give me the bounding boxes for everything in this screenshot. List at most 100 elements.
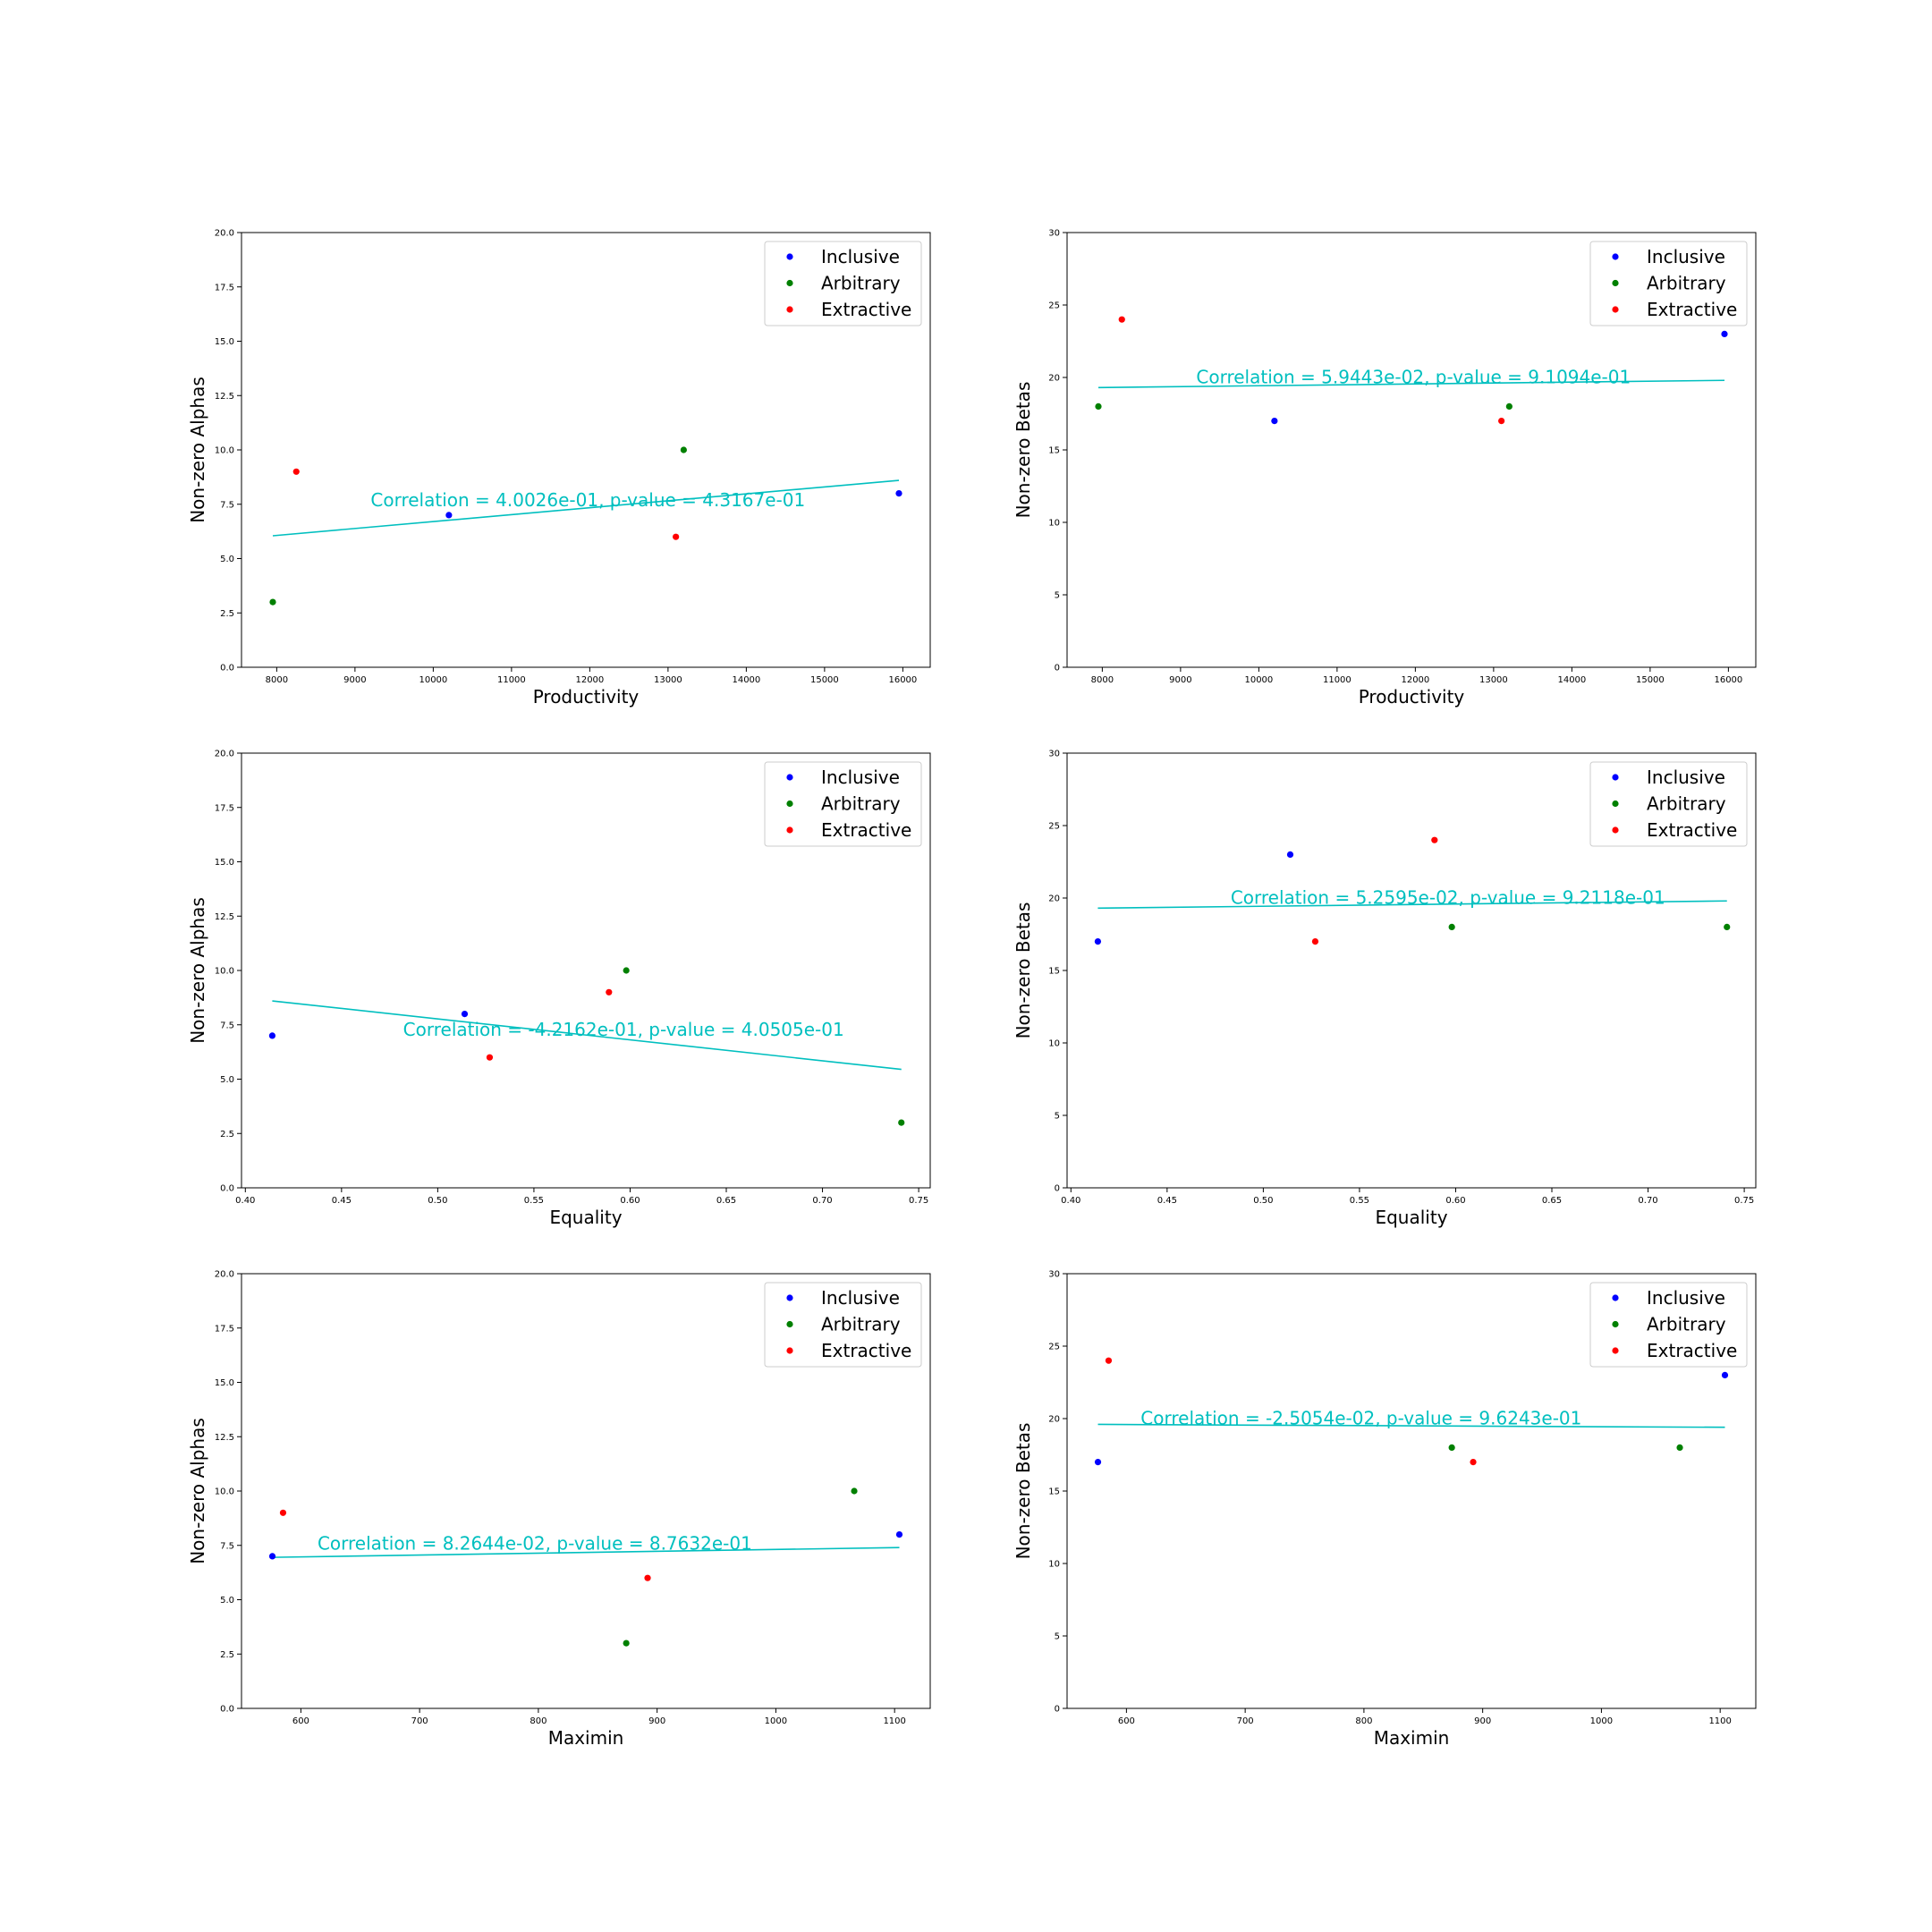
legend-marker-inclusive: [786, 253, 793, 260]
correlation-annotation: Correlation = 5.2595e-02, p-value = 9.21…: [1231, 886, 1665, 908]
legend-marker-arbitrary: [1612, 800, 1619, 808]
y-tick-label: 0: [1055, 1705, 1060, 1715]
x-tick-label: 16000: [1714, 675, 1742, 685]
data-point-arbitrary: [1448, 1444, 1455, 1451]
data-point-arbitrary: [1724, 923, 1731, 930]
x-tick-label: 0.40: [1061, 1196, 1080, 1206]
legend-marker-arbitrary: [786, 1320, 793, 1328]
x-tick-label: 700: [411, 1716, 428, 1726]
data-point-inclusive: [895, 490, 902, 497]
x-tick-label: 900: [648, 1716, 665, 1726]
y-tick-label: 15: [1048, 446, 1060, 456]
y-tick-label: 0: [1055, 1184, 1060, 1194]
data-point-inclusive: [1094, 938, 1102, 945]
legend-label-extractive: Extractive: [1647, 299, 1737, 320]
legend-label-extractive: Extractive: [821, 819, 911, 841]
x-tick-label: 1100: [883, 1716, 905, 1726]
x-tick-label: 1000: [765, 1716, 787, 1726]
data-point-arbitrary: [1448, 923, 1455, 930]
y-tick-label: 5: [1055, 1632, 1060, 1642]
data-point-arbitrary: [898, 1119, 905, 1126]
y-tick-label: 15.0: [215, 1378, 234, 1388]
x-tick-label: 13000: [1479, 675, 1508, 685]
x-tick-label: 0.60: [620, 1196, 640, 1206]
y-tick-label: 2.5: [220, 1130, 234, 1140]
y-tick-label: 5.0: [220, 1596, 234, 1606]
y-tick-label: 12.5: [215, 392, 234, 402]
x-tick-label: 600: [1118, 1716, 1135, 1726]
legend-label-inclusive: Inclusive: [1647, 767, 1725, 788]
x-tick-label: 0.45: [1157, 1196, 1177, 1206]
y-tick-label: 15: [1048, 1487, 1060, 1497]
x-axis-label: Maximin: [548, 1727, 624, 1749]
y-axis-label: Non-zero Betas: [1013, 1423, 1034, 1560]
x-tick-label: 0.70: [1638, 1196, 1657, 1206]
legend-marker-arbitrary: [1612, 1320, 1619, 1328]
x-tick-label: 0.75: [909, 1196, 928, 1206]
y-tick-label: 2.5: [220, 1650, 234, 1660]
data-point-extractive: [279, 1509, 287, 1516]
x-tick-label: 8000: [1091, 675, 1114, 685]
x-tick-label: 9000: [343, 675, 366, 685]
x-tick-label: 0.60: [1445, 1196, 1465, 1206]
data-point-inclusive: [895, 1531, 903, 1538]
y-tick-label: 7.5: [220, 1541, 234, 1551]
legend-label-inclusive: Inclusive: [821, 1287, 900, 1309]
legend: Inclusive Arbitrary Extractive: [764, 761, 922, 847]
y-tick-label: 20: [1048, 894, 1060, 904]
y-tick-label: 10: [1048, 1560, 1060, 1570]
correlation-annotation: Correlation = 5.9443e-02, p-value = 9.10…: [1196, 366, 1631, 387]
y-tick-label: 12.5: [215, 1433, 234, 1443]
data-point-extractive: [1431, 836, 1438, 843]
x-tick-label: 12000: [575, 675, 604, 685]
y-tick-label: 10.0: [215, 967, 234, 977]
legend-marker-arbitrary: [786, 279, 793, 287]
legend: Inclusive Arbitrary Extractive: [764, 1282, 922, 1368]
y-axis-label: Non-zero Betas: [1013, 902, 1034, 1039]
correlation-annotation: Correlation = -4.2162e-01, p-value = 4.0…: [403, 1019, 844, 1040]
y-tick-label: 12.5: [215, 912, 234, 922]
x-tick-label: 0.65: [1542, 1196, 1562, 1206]
y-tick-label: 0.0: [220, 1184, 234, 1194]
y-axis-label: Non-zero Alphas: [187, 377, 208, 523]
data-point-arbitrary: [680, 446, 687, 453]
x-axis-label: Productivity: [533, 686, 640, 708]
data-point-extractive: [644, 1574, 651, 1581]
legend-marker-extractive: [1612, 1347, 1619, 1354]
legend-marker-arbitrary: [1612, 279, 1619, 287]
y-tick-label: 30: [1048, 1270, 1060, 1280]
legend-marker-inclusive: [1612, 253, 1619, 260]
legend-frame: [764, 241, 922, 326]
y-tick-label: 5: [1055, 1112, 1060, 1122]
y-tick-label: 20.0: [215, 1270, 234, 1280]
legend-label-extractive: Extractive: [1647, 1340, 1737, 1361]
legend-marker-extractive: [786, 826, 793, 834]
data-point-inclusive: [1721, 1371, 1729, 1378]
x-tick-label: 9000: [1169, 675, 1191, 685]
data-point-extractive: [292, 468, 300, 475]
subplot-1: 8000 9000 10000 11000 12000 13000 14000 15000 16…: [187, 229, 931, 708]
subplot-3: 0.40 0.45 0.50 0.55 0.60 0.65 0.70 0.75 0.0 2.5 5.…: [187, 750, 931, 1228]
data-point-arbitrary: [623, 967, 630, 974]
legend-marker-extractive: [786, 1347, 793, 1354]
data-point-inclusive: [1271, 418, 1278, 425]
y-tick-label: 20: [1048, 1415, 1060, 1425]
data-point-extractive: [1311, 938, 1319, 945]
x-tick-label: 900: [1474, 1716, 1491, 1726]
y-axis-label: Non-zero Betas: [1013, 382, 1034, 519]
legend-label-inclusive: Inclusive: [1647, 1287, 1725, 1309]
y-tick-label: 0.0: [220, 1705, 234, 1715]
x-tick-label: 10000: [419, 675, 447, 685]
y-tick-label: 30: [1048, 750, 1060, 759]
regression-line: [272, 1546, 900, 1558]
y-tick-label: 15: [1048, 967, 1060, 977]
data-point-extractive: [673, 533, 680, 540]
legend-label-inclusive: Inclusive: [821, 767, 900, 788]
y-tick-label: 5.0: [220, 1075, 234, 1085]
data-point-inclusive: [445, 512, 453, 519]
legend-label-inclusive: Inclusive: [1647, 246, 1725, 267]
y-tick-label: 7.5: [220, 1021, 234, 1030]
y-tick-label: 25: [1048, 1343, 1060, 1352]
x-tick-label: 0.55: [524, 1196, 544, 1206]
